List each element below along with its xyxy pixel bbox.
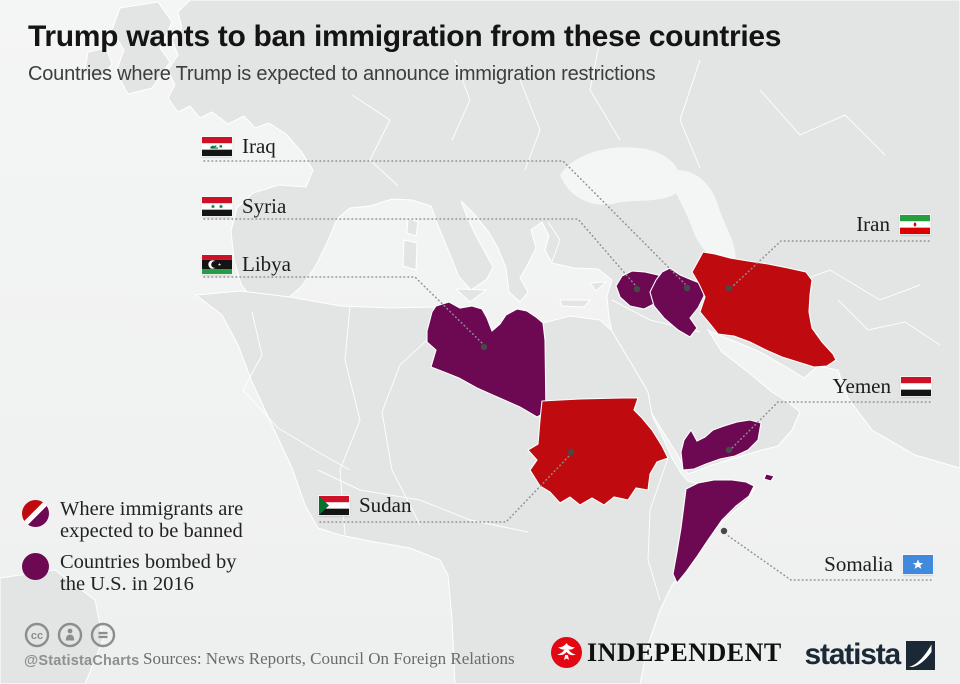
map-landmass-eurasia <box>167 0 960 475</box>
legend-item-bombed: Countries bombed by the U.S. in 2016 <box>22 551 243 595</box>
map-country-somalia <box>672 479 755 585</box>
country-label-text: Somalia <box>824 551 893 576</box>
page-subtitle: Countries where Trump is expected to ann… <box>28 63 656 85</box>
capital-dot-somalia <box>720 527 728 535</box>
sources-text: Sources: News Reports, Council On Foreig… <box>143 649 515 668</box>
leader-line-iran <box>731 240 930 288</box>
iraq-flag-icon <box>201 135 233 157</box>
attribution-icon <box>57 622 83 648</box>
country-label-sudan: Sudan <box>318 492 412 517</box>
country-label-text: Yemen <box>832 373 891 398</box>
country-label-text: Iraq <box>242 133 276 158</box>
legend-item-label: Countries bombed by the U.S. in 2016 <box>60 551 237 595</box>
capital-dot-iran <box>725 284 733 292</box>
country-label-iraq: Iraq <box>201 133 276 158</box>
map-sea-black-sea <box>560 147 682 205</box>
country-label-iran: Iran <box>856 211 931 236</box>
cc-license-icon: cc <box>24 622 50 648</box>
creative-commons-icons: cc <box>24 622 116 648</box>
libya-flag-icon <box>201 253 233 275</box>
map-island-crete <box>559 299 592 308</box>
leader-line-somalia <box>726 534 932 581</box>
legend: Where immigrants are expected to be bann… <box>22 498 243 604</box>
capital-dot-sudan <box>567 448 575 456</box>
capital-dot-libya <box>480 343 488 351</box>
map-country-yemen-island <box>763 473 775 482</box>
legend-item-label: Where immigrants are expected to be bann… <box>60 498 244 542</box>
capital-dot-yemen <box>725 446 733 454</box>
independent-eagle-icon <box>551 637 582 668</box>
country-label-text: Libya <box>242 251 291 276</box>
iran-flag-icon <box>899 213 931 235</box>
header: Trump wants to ban immigration from thes… <box>28 20 781 86</box>
country-label-somalia: Somalia <box>824 551 934 576</box>
equal-share-icon <box>90 622 116 648</box>
statista-charts-handle: @StatistaCharts <box>24 653 140 669</box>
map-island-sicily <box>454 288 488 303</box>
map-landmass-corner <box>0 569 104 684</box>
legend-item-banned: Where immigrants are expected to be bann… <box>22 498 243 542</box>
country-label-text: Iran <box>856 211 890 236</box>
syria-flag-icon <box>201 195 233 217</box>
map-island-cyprus <box>589 281 608 292</box>
country-label-text: Syria <box>242 193 287 218</box>
statista-square-icon <box>906 640 935 670</box>
yemen-flag-icon <box>900 375 932 397</box>
svg-text:cc: cc <box>31 630 43 642</box>
country-label-yemen: Yemen <box>832 373 932 398</box>
map-landmass-ireland <box>83 47 113 81</box>
independent-wordmark: INDEPENDENT <box>587 637 782 667</box>
capital-dot-syria <box>633 285 641 293</box>
statista-wordmark: statista <box>804 638 902 671</box>
leader-line-iraq <box>203 160 686 285</box>
leader-line-syria <box>203 218 636 286</box>
map-landmass-british-isles <box>111 1 173 95</box>
map-country-yemen <box>680 419 762 471</box>
bombed-legend-marker-icon <box>22 553 49 580</box>
country-label-text: Sudan <box>359 492 412 517</box>
country-label-syria: Syria <box>201 193 287 218</box>
map-country-iran <box>691 251 837 368</box>
page-title: Trump wants to ban immigration from thes… <box>28 20 782 53</box>
banned-legend-marker-icon <box>22 500 49 527</box>
map-country-sudan <box>527 397 669 506</box>
map-island-corsica <box>406 217 419 237</box>
map-country-libya <box>426 301 547 418</box>
map-island-sardinia <box>402 239 418 271</box>
independent-logo: INDEPENDENT <box>551 637 782 668</box>
statista-logo: statista <box>805 638 935 672</box>
somalia-flag-icon <box>902 553 934 575</box>
country-label-libya: Libya <box>201 251 291 276</box>
leader-line-yemen <box>730 401 931 450</box>
sudan-flag-icon <box>318 494 350 516</box>
map-country-iraq <box>649 267 705 338</box>
map-sea-caspian <box>668 170 736 264</box>
capital-dot-iraq <box>683 284 691 292</box>
